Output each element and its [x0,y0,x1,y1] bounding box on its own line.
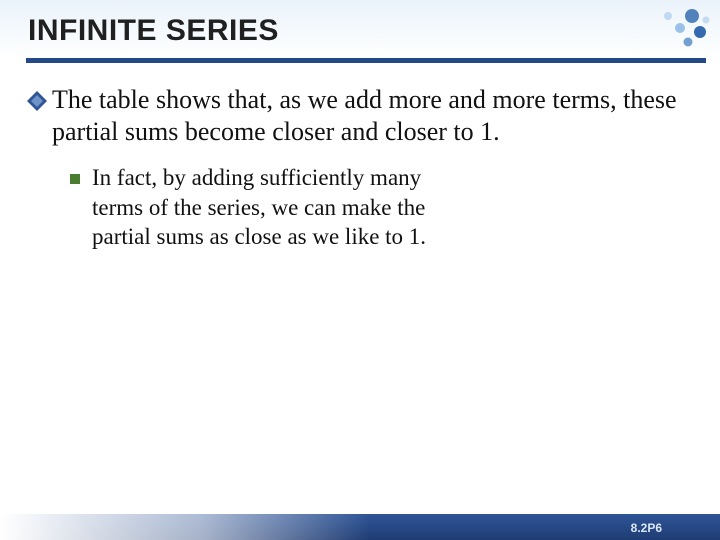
bullet-level-2: In fact, by adding sufficiently many ter… [70,163,694,251]
slide: INFINITE SERIES The table shows that, as… [0,0,720,540]
bullet-1-text: The table shows that, as we add more and… [52,84,694,147]
title-region: INFINITE SERIES [0,0,720,60]
footer-bar [0,514,720,540]
bullet-level-1: The table shows that, as we add more and… [26,84,694,147]
diamond-bullet-icon [26,90,48,112]
slide-title: INFINITE SERIES [28,14,279,48]
page-number: 8.2P6 [631,521,662,535]
content-area: The table shows that, as we add more and… [26,84,694,252]
corner-bubbles-icon [632,6,712,50]
bullet-2-text: In fact, by adding sufficiently many ter… [92,163,452,251]
square-bullet-icon [70,174,80,184]
title-underline [26,58,706,63]
